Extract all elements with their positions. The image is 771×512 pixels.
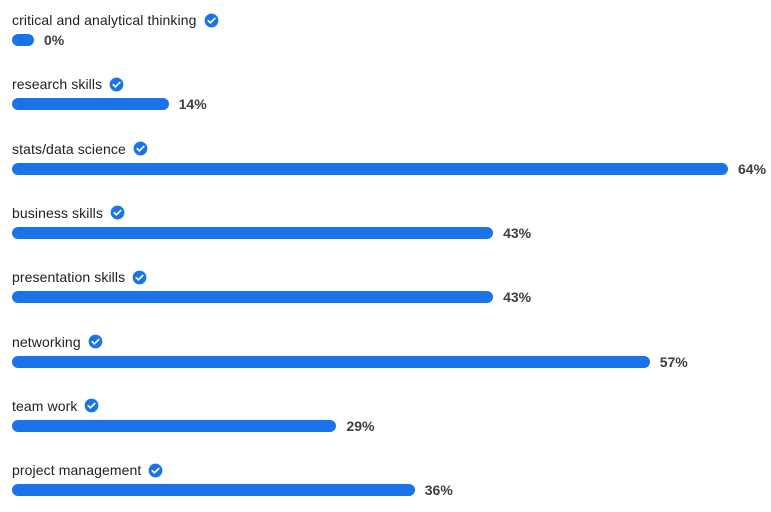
check-circle-icon [109,77,124,92]
category-label: networking [12,333,81,350]
check-circle-icon [133,141,148,156]
check-circle-icon [204,13,219,28]
chart-row: presentation skills 43% [12,267,771,319]
value-label: 64% [738,160,767,177]
bar [12,291,494,304]
check-circle-icon [110,205,125,220]
category-label: critical and analytical thinking [12,12,197,28]
bar [12,484,415,497]
category-label: stats/data science [12,140,126,157]
chart-row: research skills 14% [12,74,771,126]
bar [12,98,169,111]
category-label-line: presentation skills [12,267,147,287]
check-circle-icon [132,270,147,285]
category-label-line: research skills [12,74,124,94]
value-label: 43% [503,224,532,241]
category-label: presentation skills [12,269,126,286]
value-label: 36% [424,482,453,499]
category-label: research skills [12,76,103,93]
category-label-line: stats/data science [12,139,148,159]
bar [12,34,34,46]
category-label: project management [12,462,142,479]
check-circle-icon [148,463,163,478]
category-label: business skills [12,204,103,221]
category-label-line: business skills [12,203,125,223]
check-circle-icon [84,398,99,413]
bar-chart: critical and analytical thinking 0% resear… [12,10,771,498]
chart-row: critical and analytical thinking 0% [12,10,771,62]
category-label-line: project management [12,460,163,480]
chart-row: business skills 43% [12,203,771,255]
bar [12,355,650,368]
bar [12,226,494,239]
value-label: 0% [44,32,65,48]
chart-row: team work 29% [12,396,771,448]
category-label-line: team work [12,396,99,416]
value-label: 43% [503,289,532,306]
bar [12,162,728,175]
chart-row: stats/data science 64% [12,139,771,191]
category-label: team work [12,397,78,414]
check-circle-icon [88,334,103,349]
value-label: 14% [178,96,207,113]
category-label-line: critical and analytical thinking [12,10,219,30]
value-label: 29% [346,417,375,434]
chart-row: project management 36% [12,460,771,512]
chart-row: networking 57% [12,332,771,384]
category-label-line: networking [12,332,103,352]
bar [12,419,337,432]
value-label: 57% [659,353,688,370]
